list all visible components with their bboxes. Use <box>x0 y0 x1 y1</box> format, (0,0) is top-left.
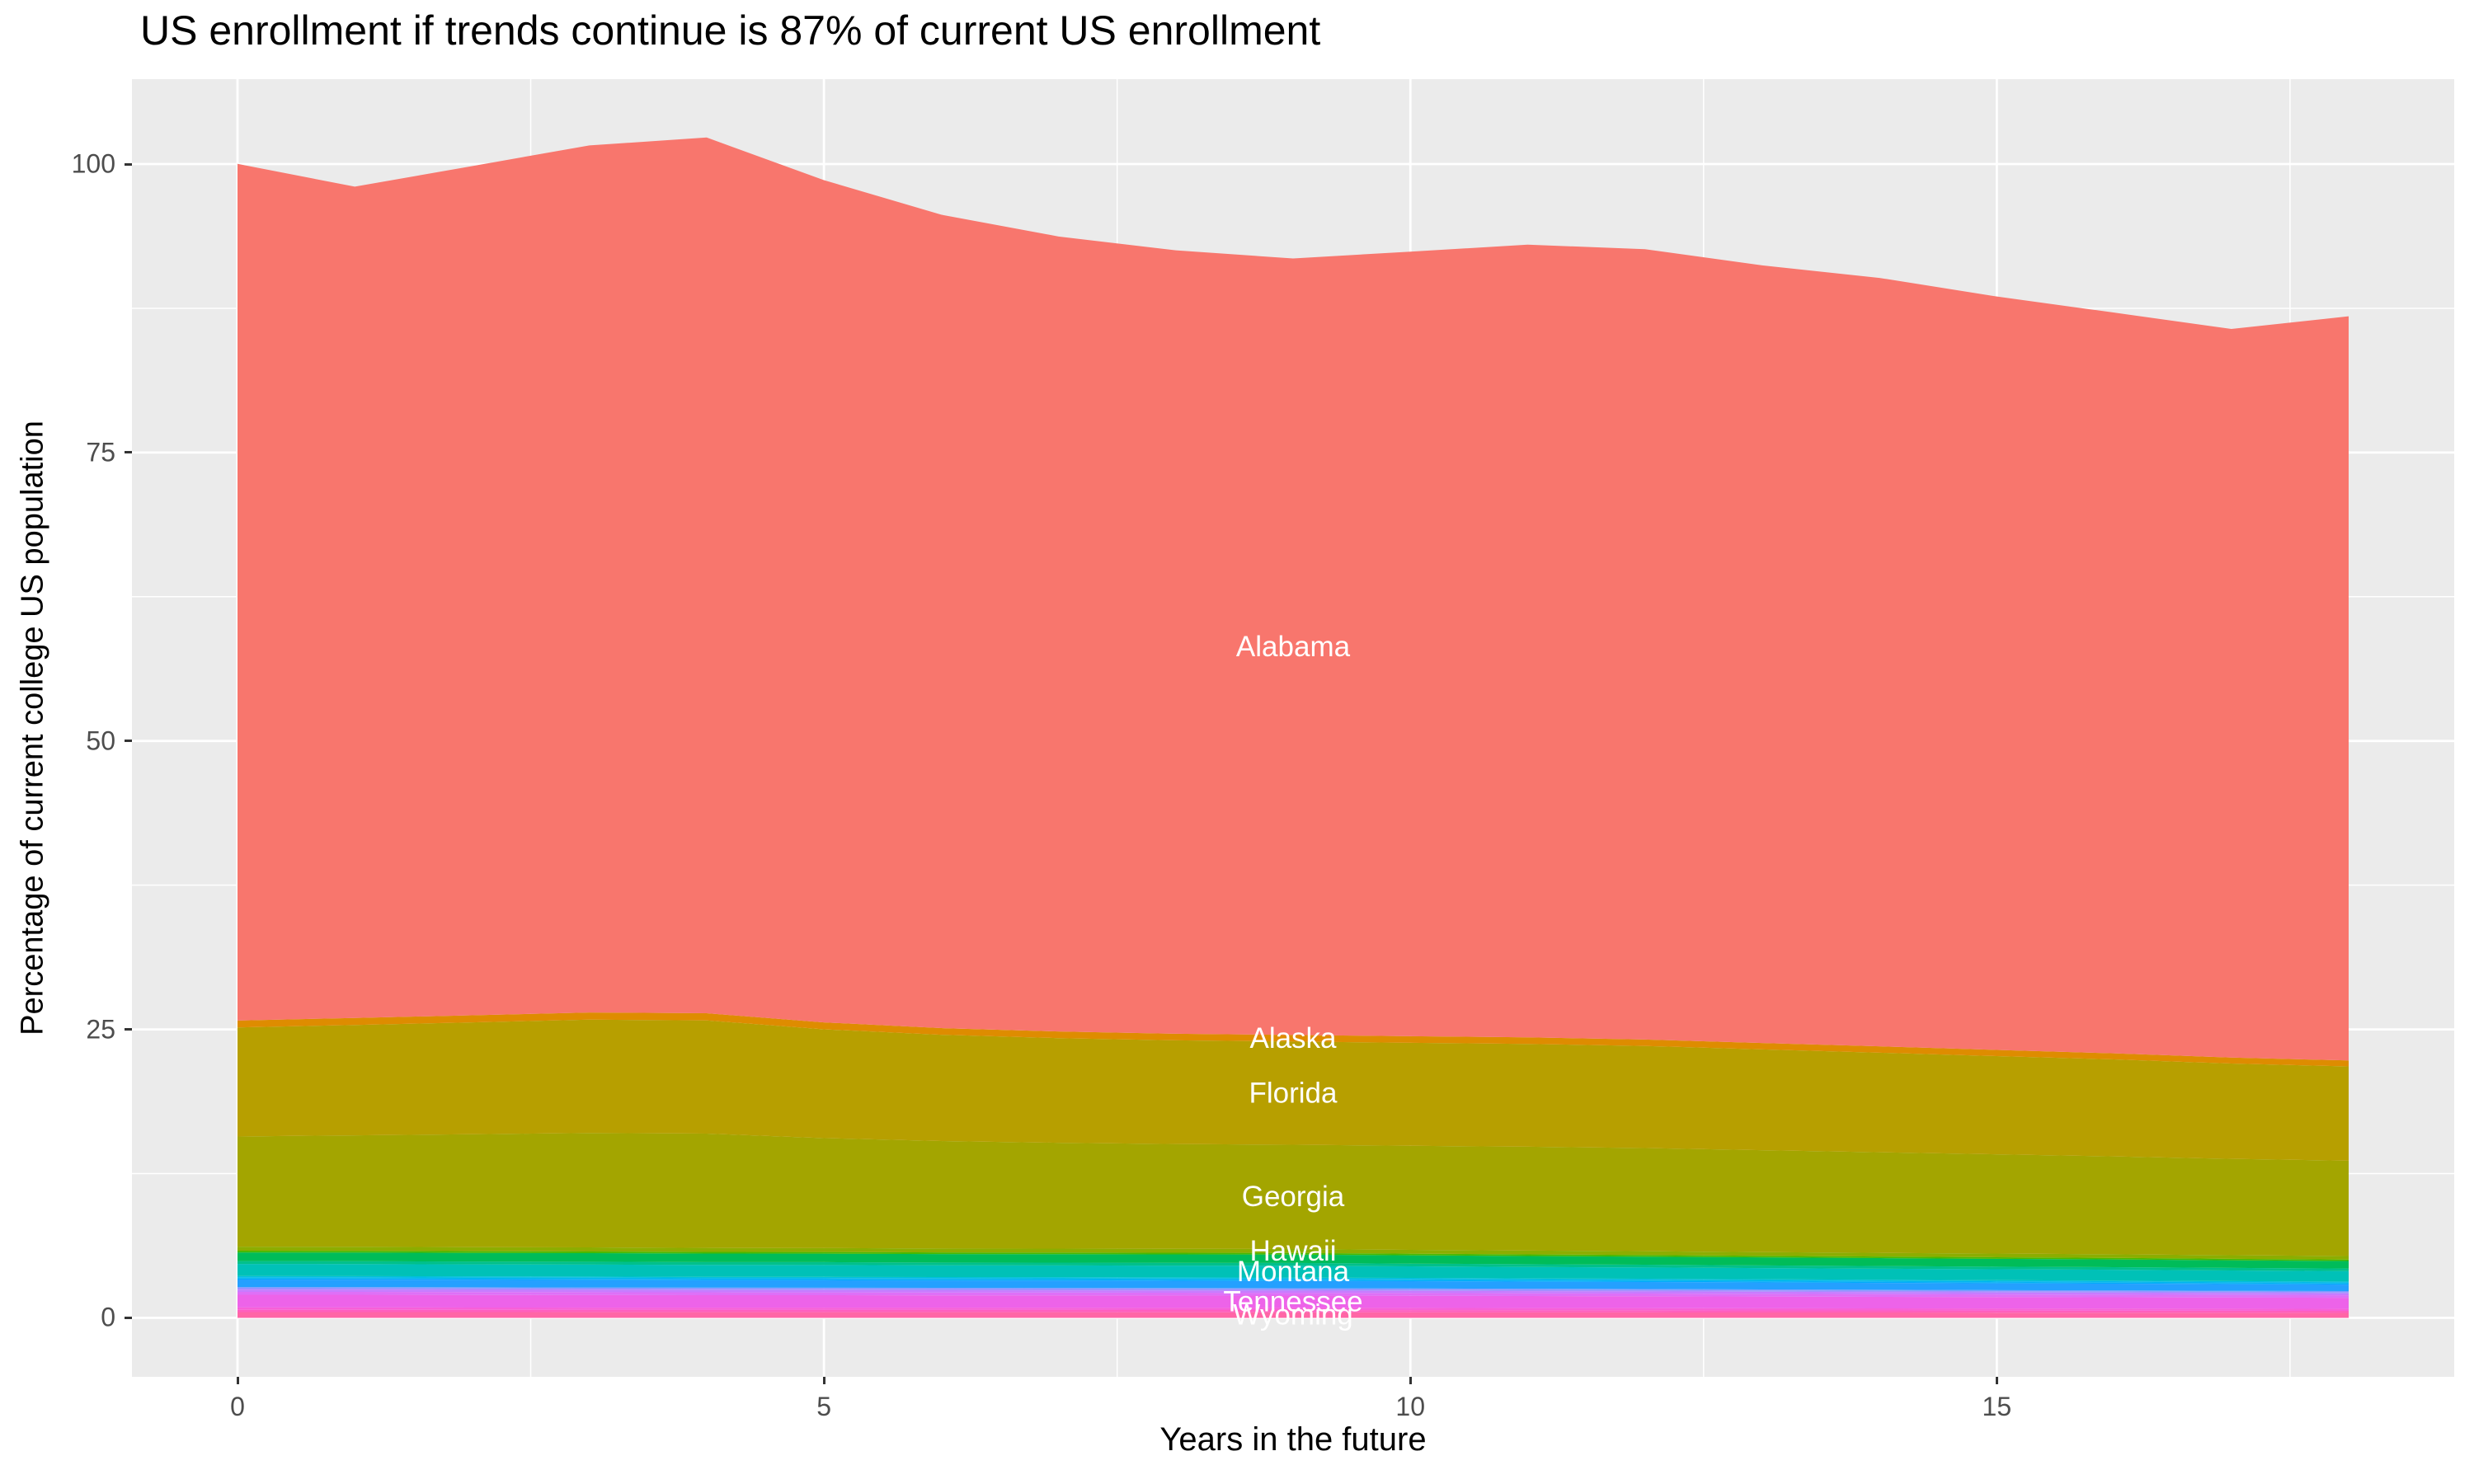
area-band-Alaska <box>238 1012 2349 1067</box>
area-label-Alaska: Alaska <box>1249 1022 1337 1054</box>
area-band-unlabeled-state-band-12 <box>238 1252 2349 1269</box>
area-band-Hawaii <box>238 1247 2349 1260</box>
y-tick-label: 75 <box>86 437 115 467</box>
area-label-Tennessee: Tennessee <box>1223 1285 1362 1317</box>
area-label-Wyoming: Wyoming <box>1233 1299 1353 1331</box>
y-tick-label: 50 <box>86 726 115 756</box>
x-tick-label: 5 <box>816 1392 831 1421</box>
area-band-unlabeled-state-band-11 <box>238 1261 2349 1271</box>
area-label-Florida: Florida <box>1249 1077 1338 1109</box>
area-band-unlabeled-state-band-5 <box>238 1288 2349 1294</box>
y-tick-mark <box>125 451 132 454</box>
x-axis-title: Years in the future <box>1159 1421 1427 1458</box>
plot-panel: Wyoming Tennessee Montana Hawaii Georgia Flor… <box>132 79 2454 1377</box>
y-tick-mark <box>125 1028 132 1031</box>
y-tick-mark <box>125 1316 132 1319</box>
x-tick-label: 0 <box>230 1392 245 1421</box>
y-tick-label: 100 <box>71 148 115 179</box>
area-label-Montana: Montana <box>1237 1256 1350 1288</box>
y-tick-mark <box>125 740 132 743</box>
area-label-Hawaii: Hawaii <box>1249 1235 1336 1267</box>
area-band-Wyoming <box>238 1312 2349 1318</box>
x-tick-mark <box>236 1377 239 1384</box>
x-tick-label: 10 <box>1395 1392 1426 1421</box>
area-band-unlabeled-state-band-13 <box>238 1251 2349 1261</box>
area-band-Tennessee <box>238 1294 2349 1309</box>
area-label-Alabama: Alabama <box>1236 631 1351 663</box>
area-band-Montana <box>238 1264 2349 1282</box>
area-band-unlabeled-state-band-4 <box>238 1289 2349 1296</box>
area-band-unlabeled-state-band-3 <box>238 1292 2349 1298</box>
x-tick-mark <box>822 1377 825 1384</box>
x-tick-label: 15 <box>1982 1392 2012 1421</box>
area-band-unlabeled-state-band-7 <box>238 1280 2349 1292</box>
area-band-Florida <box>238 1019 2349 1161</box>
area-band-Georgia <box>238 1133 2349 1256</box>
area-band-unlabeled-state-band-8 <box>238 1278 2349 1285</box>
x-tick-mark <box>1409 1377 1412 1384</box>
y-tick-label: 25 <box>86 1014 115 1045</box>
y-tick-mark <box>125 162 132 166</box>
area-band-unlabeled-state-band-9 <box>238 1277 2349 1284</box>
chart-title: US enrollment if trends continue is 87% … <box>140 7 1321 54</box>
area-band-unlabeled-state-band-6 <box>238 1287 2349 1293</box>
area-band-unlabeled-state-band-2 <box>238 1307 2349 1312</box>
area-band-unlabeled-state-band-10 <box>238 1275 2349 1283</box>
x-tick-mark <box>1995 1377 1998 1384</box>
area-band-unlabeled-state-band-1 <box>238 1309 2349 1313</box>
area-band-Alabama <box>238 137 2349 1061</box>
area-label-Georgia: Georgia <box>1242 1181 1345 1213</box>
y-tick-label: 0 <box>101 1302 115 1332</box>
